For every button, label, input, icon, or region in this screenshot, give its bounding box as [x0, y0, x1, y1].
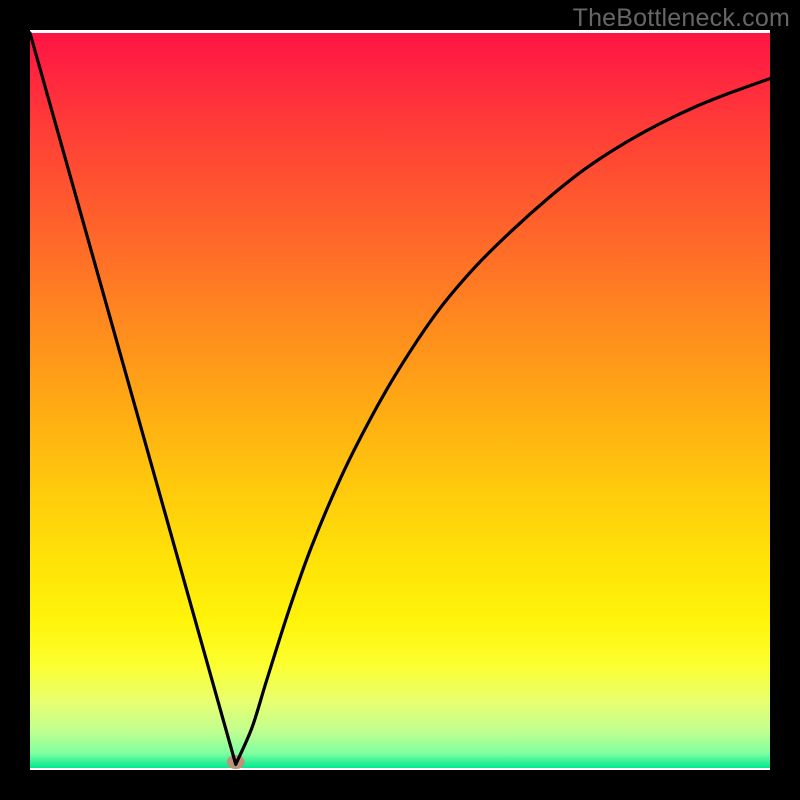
watermark-text: TheBottleneck.com	[573, 4, 790, 33]
chart-background	[30, 33, 770, 768]
chart-container: TheBottleneck.com	[0, 0, 800, 800]
bottleneck-chart	[0, 0, 800, 800]
